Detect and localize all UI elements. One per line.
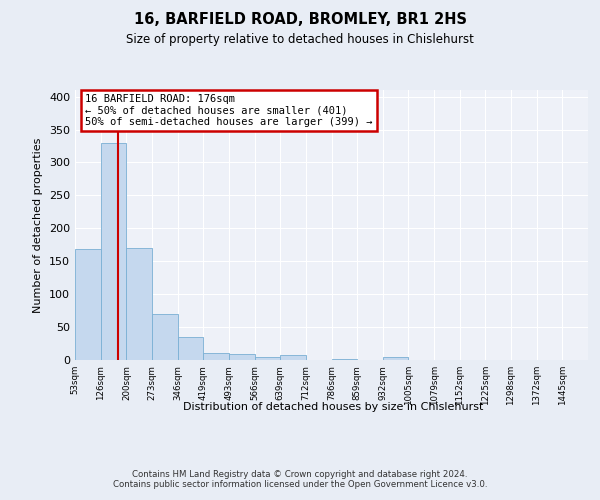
Bar <box>229 354 254 360</box>
Bar <box>101 142 127 360</box>
Text: Contains HM Land Registry data © Crown copyright and database right 2024.
Contai: Contains HM Land Registry data © Crown c… <box>113 470 487 490</box>
Bar <box>178 337 203 360</box>
Text: Distribution of detached houses by size in Chislehurst: Distribution of detached houses by size … <box>183 402 483 412</box>
Text: Size of property relative to detached houses in Chislehurst: Size of property relative to detached ho… <box>126 32 474 46</box>
Bar <box>75 250 101 360</box>
Bar <box>332 358 357 360</box>
Bar <box>280 356 306 360</box>
Bar <box>127 248 152 360</box>
Bar <box>254 356 280 360</box>
Text: 16 BARFIELD ROAD: 176sqm
← 50% of detached houses are smaller (401)
50% of semi-: 16 BARFIELD ROAD: 176sqm ← 50% of detach… <box>85 94 373 127</box>
Text: 16, BARFIELD ROAD, BROMLEY, BR1 2HS: 16, BARFIELD ROAD, BROMLEY, BR1 2HS <box>133 12 467 28</box>
Bar <box>203 354 229 360</box>
Bar <box>383 358 409 360</box>
Bar <box>152 314 178 360</box>
Y-axis label: Number of detached properties: Number of detached properties <box>34 138 43 312</box>
